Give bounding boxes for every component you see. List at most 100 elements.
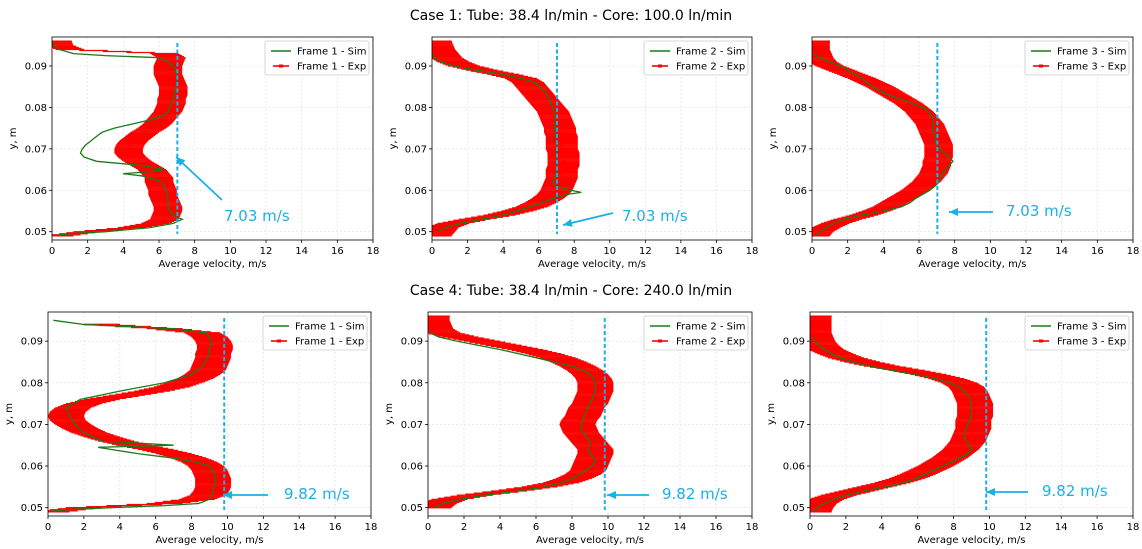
legend: Frame 2 - Sim Frame 2 - Exp xyxy=(643,40,749,76)
chart-panel-5: 0 2 4 6 8 10 12 14 16 18 0.05 0.06 0.07 0.08 0.09 Avera… xyxy=(384,311,759,546)
exp-point xyxy=(558,131,562,133)
exp-point xyxy=(154,448,157,450)
x-tick-label: 16 xyxy=(710,522,723,533)
x-tick-label: 2 xyxy=(461,522,467,533)
exp-point xyxy=(905,477,909,480)
y-axis-label: y, m xyxy=(388,127,399,149)
exp-point xyxy=(583,369,586,371)
exp-point xyxy=(157,181,161,183)
x-axis-label: Average velocity, m/s xyxy=(536,535,644,546)
exp-point xyxy=(817,502,821,505)
sim-line xyxy=(813,53,954,237)
exp-point xyxy=(560,139,563,142)
exp-point xyxy=(533,90,537,92)
exp-point xyxy=(892,202,896,204)
exp-point xyxy=(502,344,505,346)
exp-point xyxy=(917,110,921,113)
exp-point xyxy=(560,135,563,138)
exp-point xyxy=(572,477,575,480)
y-tick-label: 0.09 xyxy=(783,337,805,348)
exp-point xyxy=(114,440,118,442)
exp-point xyxy=(82,507,86,509)
exp-point xyxy=(204,465,208,467)
x-tick-label: 8 xyxy=(188,522,194,533)
chart-panel-2: 0 2 4 6 8 10 12 14 16 18 0.05 0.06 0.07 0.08 0.09 Avera… xyxy=(388,36,758,270)
y-tick-label: 0.06 xyxy=(25,186,47,197)
x-tick-label: 2 xyxy=(464,246,470,257)
legend: Frame 3 - Sim Frame 3 - Exp xyxy=(1024,40,1130,76)
exp-point xyxy=(959,448,962,450)
case-1-title: Case 1: Tube: 38.4 ln/min - Core: 100.0 … xyxy=(409,8,733,24)
exp-point xyxy=(912,106,915,109)
exp-point xyxy=(166,210,170,212)
velocity-annotation: 7.03 m/s xyxy=(949,202,1072,220)
exp-point xyxy=(972,423,975,426)
exp-point xyxy=(873,486,876,488)
exp-point xyxy=(480,69,483,71)
y-tick-label: 0.08 xyxy=(401,378,423,389)
exp-point xyxy=(441,332,444,334)
exp-point xyxy=(459,336,462,338)
exp-point xyxy=(560,177,563,179)
legend: Frame 1 - Sim Frame 1 - Exp xyxy=(264,40,370,76)
y-tick-label: 0.07 xyxy=(25,144,47,155)
exp-point xyxy=(211,340,215,342)
legend-box xyxy=(643,40,749,76)
x-tick-label: 12 xyxy=(257,522,270,533)
exp-point xyxy=(948,457,952,459)
x-tick-label: 0 xyxy=(807,522,813,533)
exp-point xyxy=(183,382,186,384)
exp-point xyxy=(210,361,213,363)
legend-exp-marker xyxy=(1039,64,1043,68)
exp-point xyxy=(163,502,166,505)
exp-point xyxy=(954,452,957,455)
exp-point xyxy=(100,398,104,401)
legend-box xyxy=(262,315,368,351)
exp-point xyxy=(973,415,977,417)
exp-point xyxy=(941,461,944,463)
x-tick-label: 6 xyxy=(152,522,158,533)
y-tick-label: 0.05 xyxy=(785,227,807,238)
legend-exp-marker xyxy=(279,64,283,68)
annotation-label: 7.03 m/s xyxy=(224,207,290,225)
legend-box xyxy=(264,40,370,76)
y-axis-label: y, m xyxy=(766,403,777,425)
y-axis-label: y, m xyxy=(4,403,15,425)
exp-point xyxy=(885,90,889,92)
x-tick-label: 18 xyxy=(746,522,759,533)
exp-point xyxy=(136,160,139,162)
legend-exp-label: Frame 3 - Exp xyxy=(1057,62,1126,73)
exp-point xyxy=(555,189,558,191)
exp-point xyxy=(66,419,69,421)
exp-point xyxy=(445,57,448,59)
exp-point xyxy=(919,185,922,187)
exp-point xyxy=(166,69,170,71)
exp-series xyxy=(48,323,233,513)
annotation-label: 9.82 m/s xyxy=(1042,482,1108,500)
exp-point xyxy=(64,415,68,417)
legend-exp-label: Frame 2 - Exp xyxy=(676,62,745,73)
legend-exp-marker xyxy=(277,339,281,343)
y-tick-label: 0.05 xyxy=(21,503,43,514)
exp-point xyxy=(812,332,815,334)
exp-point xyxy=(928,177,931,179)
y-tick-label: 0.05 xyxy=(783,503,805,514)
annotation-label: 9.82 m/s xyxy=(662,485,728,503)
y-tick-label: 0.07 xyxy=(401,420,423,431)
exp-point xyxy=(159,185,162,187)
exp-point xyxy=(127,148,130,150)
plot-frame xyxy=(811,36,1134,241)
exp-point xyxy=(507,490,511,492)
exp-point xyxy=(973,402,977,405)
velocity-annotation: 7.03 m/s xyxy=(562,207,688,227)
annotation-arrow-head xyxy=(949,208,958,216)
exp-point xyxy=(957,382,961,384)
exp-point xyxy=(562,164,565,167)
exp-point xyxy=(812,319,815,321)
exp-point xyxy=(210,473,213,475)
x-tick-label: 8 xyxy=(571,246,577,257)
exp-point xyxy=(150,390,154,392)
exp-point xyxy=(164,214,168,216)
exp-point xyxy=(558,181,562,183)
x-tick-label: 12 xyxy=(260,246,273,257)
